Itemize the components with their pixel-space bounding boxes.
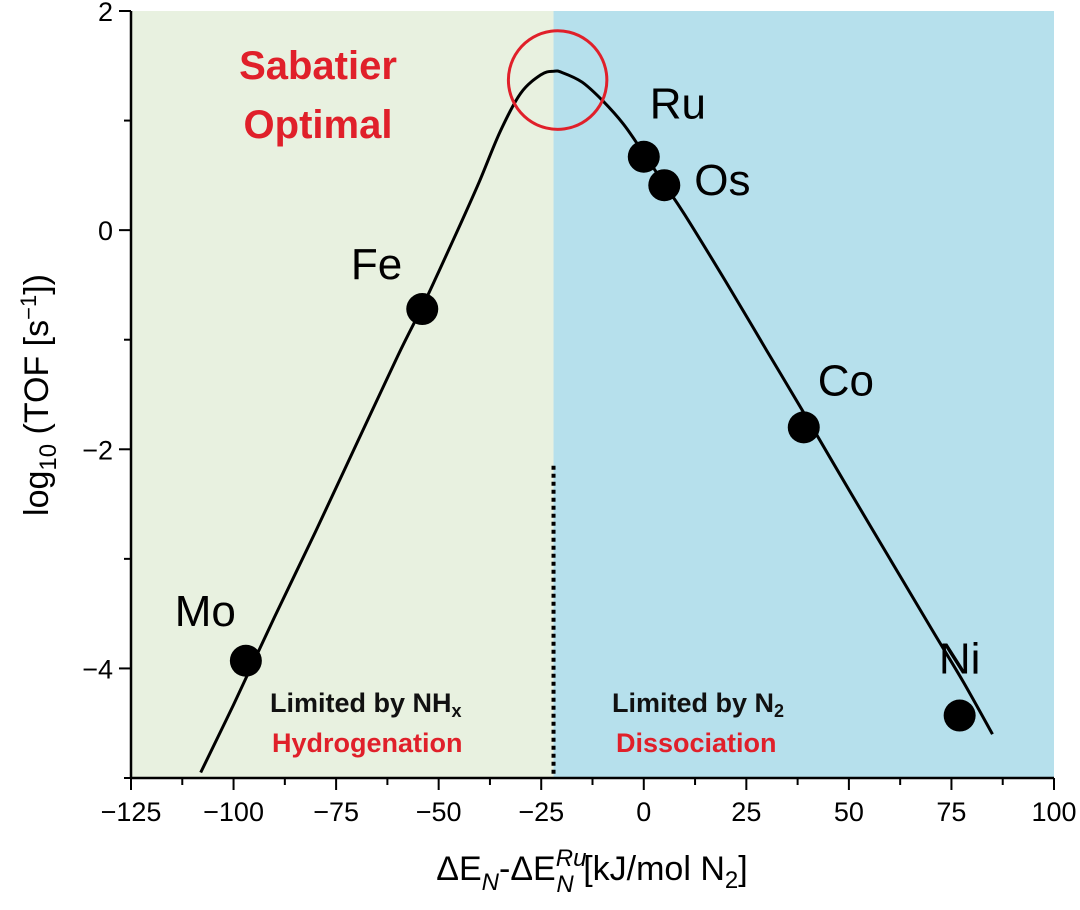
x-tick-label: −100 [203, 797, 264, 827]
point-label-co: Co [818, 356, 874, 405]
x-tick-label: 75 [936, 797, 966, 827]
optimal-label: Optimal [244, 103, 393, 147]
region-1 [553, 11, 1054, 778]
x-tick-label: 50 [834, 797, 864, 827]
data-point-mo [229, 644, 262, 677]
region-0 [131, 11, 554, 778]
x-axis-title: ΔEN-ΔERu N [kJ/mol N2] [436, 845, 747, 898]
sabatier-ellipse [506, 29, 609, 131]
region-right-title: Limited by N2 [612, 688, 784, 721]
x-tick-label: 0 [636, 797, 651, 827]
x-tick-label: −75 [313, 797, 359, 827]
point-label-os: Os [694, 156, 750, 205]
point-label-ru: Ru [650, 80, 706, 129]
y-tick-label: −4 [82, 654, 113, 684]
y-axis-title: log10 (TOF [s−1]) [16, 274, 62, 516]
data-point-os [648, 169, 681, 202]
point-label-mo: Mo [175, 587, 236, 636]
data-point-ni [943, 699, 976, 732]
y-tick-label: 2 [98, 0, 113, 27]
sabatier-label: Sabatier [239, 44, 397, 88]
y-tick-label: 0 [98, 216, 113, 246]
x-tick-label: 100 [1031, 797, 1076, 827]
y-tick-label: −2 [82, 435, 113, 465]
point-label-fe: Fe [351, 240, 402, 289]
region-left-title: Limited by NHx [270, 688, 462, 721]
region-left-subtitle: Hydrogenation [272, 728, 463, 758]
data-point-co [787, 411, 820, 444]
volcano-curve [199, 69, 994, 774]
data-point-fe [406, 293, 439, 326]
point-label-ni: Ni [939, 635, 981, 684]
x-tick-label: −50 [416, 797, 462, 827]
x-tick-label: 25 [731, 797, 761, 827]
x-tick-label: −25 [518, 797, 564, 827]
data-point-ru [627, 140, 660, 173]
region-right-subtitle: Dissociation [616, 728, 777, 758]
x-tick-label: −125 [101, 797, 162, 827]
